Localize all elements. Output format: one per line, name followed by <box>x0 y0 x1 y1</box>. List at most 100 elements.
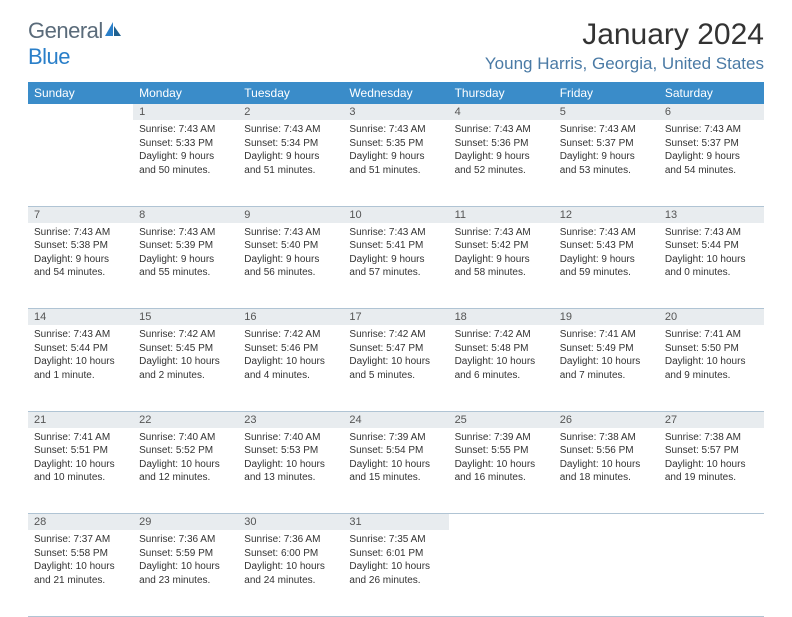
day-cell: Sunrise: 7:43 AMSunset: 5:44 PMDaylight:… <box>659 223 764 309</box>
logo-text: General Blue <box>28 18 123 70</box>
daylight-text: Daylight: 9 hours and 53 minutes. <box>560 150 653 177</box>
day-cell-body: Sunrise: 7:43 AMSunset: 5:43 PMDaylight:… <box>554 223 659 284</box>
logo-word1: General <box>28 18 103 43</box>
sunrise-text: Sunrise: 7:43 AM <box>455 226 548 240</box>
daynum-row: 78910111213 <box>28 206 764 223</box>
day-cell: Sunrise: 7:43 AMSunset: 5:35 PMDaylight:… <box>343 120 448 206</box>
weekday-header: Thursday <box>449 82 554 104</box>
header: General Blue January 2024 Young Harris, … <box>28 18 764 74</box>
day-cell: Sunrise: 7:42 AMSunset: 5:45 PMDaylight:… <box>133 325 238 411</box>
day-number-cell: 17 <box>343 309 448 326</box>
day-cell-body: Sunrise: 7:43 AMSunset: 5:34 PMDaylight:… <box>238 120 343 181</box>
day-cell-body: Sunrise: 7:43 AMSunset: 5:38 PMDaylight:… <box>28 223 133 284</box>
sunset-text: Sunset: 5:46 PM <box>244 342 337 356</box>
sunset-text: Sunset: 5:45 PM <box>139 342 232 356</box>
day-number-cell: 15 <box>133 309 238 326</box>
day-content-row: Sunrise: 7:43 AMSunset: 5:44 PMDaylight:… <box>28 325 764 411</box>
sunrise-text: Sunrise: 7:40 AM <box>139 431 232 445</box>
daylight-text: Daylight: 10 hours and 7 minutes. <box>560 355 653 382</box>
day-cell-body: Sunrise: 7:43 AMSunset: 5:33 PMDaylight:… <box>133 120 238 181</box>
day-number-cell: 9 <box>238 206 343 223</box>
day-cell: Sunrise: 7:42 AMSunset: 5:46 PMDaylight:… <box>238 325 343 411</box>
sunset-text: Sunset: 5:49 PM <box>560 342 653 356</box>
day-cell: Sunrise: 7:43 AMSunset: 5:42 PMDaylight:… <box>449 223 554 309</box>
day-number-cell: 18 <box>449 309 554 326</box>
sunrise-text: Sunrise: 7:37 AM <box>34 533 127 547</box>
day-number-cell: 16 <box>238 309 343 326</box>
day-number-cell: 21 <box>28 411 133 428</box>
day-cell-body: Sunrise: 7:43 AMSunset: 5:35 PMDaylight:… <box>343 120 448 181</box>
sunrise-text: Sunrise: 7:35 AM <box>349 533 442 547</box>
day-cell: Sunrise: 7:43 AMSunset: 5:40 PMDaylight:… <box>238 223 343 309</box>
day-cell-body: Sunrise: 7:43 AMSunset: 5:44 PMDaylight:… <box>659 223 764 284</box>
day-cell <box>554 530 659 616</box>
daylight-text: Daylight: 9 hours and 58 minutes. <box>455 253 548 280</box>
sunset-text: Sunset: 5:51 PM <box>34 444 127 458</box>
day-cell-body: Sunrise: 7:41 AMSunset: 5:51 PMDaylight:… <box>28 428 133 489</box>
day-number-cell: 30 <box>238 514 343 531</box>
sunrise-text: Sunrise: 7:38 AM <box>665 431 758 445</box>
sunset-text: Sunset: 6:01 PM <box>349 547 442 561</box>
sunset-text: Sunset: 5:35 PM <box>349 137 442 151</box>
daylight-text: Daylight: 10 hours and 9 minutes. <box>665 355 758 382</box>
day-number-cell: 5 <box>554 104 659 120</box>
day-number-cell: 26 <box>554 411 659 428</box>
daylight-text: Daylight: 9 hours and 56 minutes. <box>244 253 337 280</box>
day-cell-body: Sunrise: 7:41 AMSunset: 5:50 PMDaylight:… <box>659 325 764 386</box>
sunrise-text: Sunrise: 7:39 AM <box>349 431 442 445</box>
day-number-cell: 24 <box>343 411 448 428</box>
sunrise-text: Sunrise: 7:42 AM <box>349 328 442 342</box>
weekday-header: Monday <box>133 82 238 104</box>
sunrise-text: Sunrise: 7:43 AM <box>665 123 758 137</box>
daynum-row: 21222324252627 <box>28 411 764 428</box>
day-number-cell: 1 <box>133 104 238 120</box>
day-cell: Sunrise: 7:43 AMSunset: 5:37 PMDaylight:… <box>659 120 764 206</box>
sunset-text: Sunset: 5:34 PM <box>244 137 337 151</box>
day-number-cell: 7 <box>28 206 133 223</box>
day-cell: Sunrise: 7:40 AMSunset: 5:52 PMDaylight:… <box>133 428 238 514</box>
day-number-cell: 31 <box>343 514 448 531</box>
day-cell: Sunrise: 7:43 AMSunset: 5:38 PMDaylight:… <box>28 223 133 309</box>
day-number-cell: 22 <box>133 411 238 428</box>
day-cell <box>449 530 554 616</box>
sunset-text: Sunset: 5:47 PM <box>349 342 442 356</box>
day-content-row: Sunrise: 7:37 AMSunset: 5:58 PMDaylight:… <box>28 530 764 616</box>
sunset-text: Sunset: 5:48 PM <box>455 342 548 356</box>
day-cell: Sunrise: 7:38 AMSunset: 5:56 PMDaylight:… <box>554 428 659 514</box>
day-cell: Sunrise: 7:43 AMSunset: 5:41 PMDaylight:… <box>343 223 448 309</box>
sunrise-text: Sunrise: 7:43 AM <box>560 226 653 240</box>
daylight-text: Daylight: 10 hours and 23 minutes. <box>139 560 232 587</box>
daylight-text: Daylight: 10 hours and 18 minutes. <box>560 458 653 485</box>
sunrise-text: Sunrise: 7:43 AM <box>34 226 127 240</box>
daylight-text: Daylight: 9 hours and 55 minutes. <box>139 253 232 280</box>
day-number-cell: 11 <box>449 206 554 223</box>
daynum-row: 123456 <box>28 104 764 120</box>
sunset-text: Sunset: 5:44 PM <box>665 239 758 253</box>
daylight-text: Daylight: 10 hours and 15 minutes. <box>349 458 442 485</box>
day-number-cell: 19 <box>554 309 659 326</box>
daylight-text: Daylight: 10 hours and 10 minutes. <box>34 458 127 485</box>
calendar-body: 123456Sunrise: 7:43 AMSunset: 5:33 PMDay… <box>28 104 764 616</box>
sunset-text: Sunset: 5:53 PM <box>244 444 337 458</box>
day-cell-body: Sunrise: 7:43 AMSunset: 5:44 PMDaylight:… <box>28 325 133 386</box>
daynum-row: 14151617181920 <box>28 309 764 326</box>
sunrise-text: Sunrise: 7:41 AM <box>560 328 653 342</box>
weekday-header: Wednesday <box>343 82 448 104</box>
daylight-text: Daylight: 10 hours and 16 minutes. <box>455 458 548 485</box>
weekday-header: Sunday <box>28 82 133 104</box>
daylight-text: Daylight: 9 hours and 51 minutes. <box>349 150 442 177</box>
sail-icon <box>103 20 123 38</box>
weekday-row: SundayMondayTuesdayWednesdayThursdayFrid… <box>28 82 764 104</box>
day-cell: Sunrise: 7:42 AMSunset: 5:48 PMDaylight:… <box>449 325 554 411</box>
daylight-text: Daylight: 9 hours and 54 minutes. <box>34 253 127 280</box>
day-cell-body: Sunrise: 7:40 AMSunset: 5:53 PMDaylight:… <box>238 428 343 489</box>
day-cell-body: Sunrise: 7:43 AMSunset: 5:37 PMDaylight:… <box>554 120 659 181</box>
day-cell: Sunrise: 7:43 AMSunset: 5:43 PMDaylight:… <box>554 223 659 309</box>
daylight-text: Daylight: 10 hours and 19 minutes. <box>665 458 758 485</box>
day-content-row: Sunrise: 7:43 AMSunset: 5:33 PMDaylight:… <box>28 120 764 206</box>
daylight-text: Daylight: 10 hours and 6 minutes. <box>455 355 548 382</box>
sunrise-text: Sunrise: 7:43 AM <box>665 226 758 240</box>
day-cell-body: Sunrise: 7:43 AMSunset: 5:41 PMDaylight:… <box>343 223 448 284</box>
day-number-cell <box>659 514 764 531</box>
day-cell-body: Sunrise: 7:42 AMSunset: 5:45 PMDaylight:… <box>133 325 238 386</box>
